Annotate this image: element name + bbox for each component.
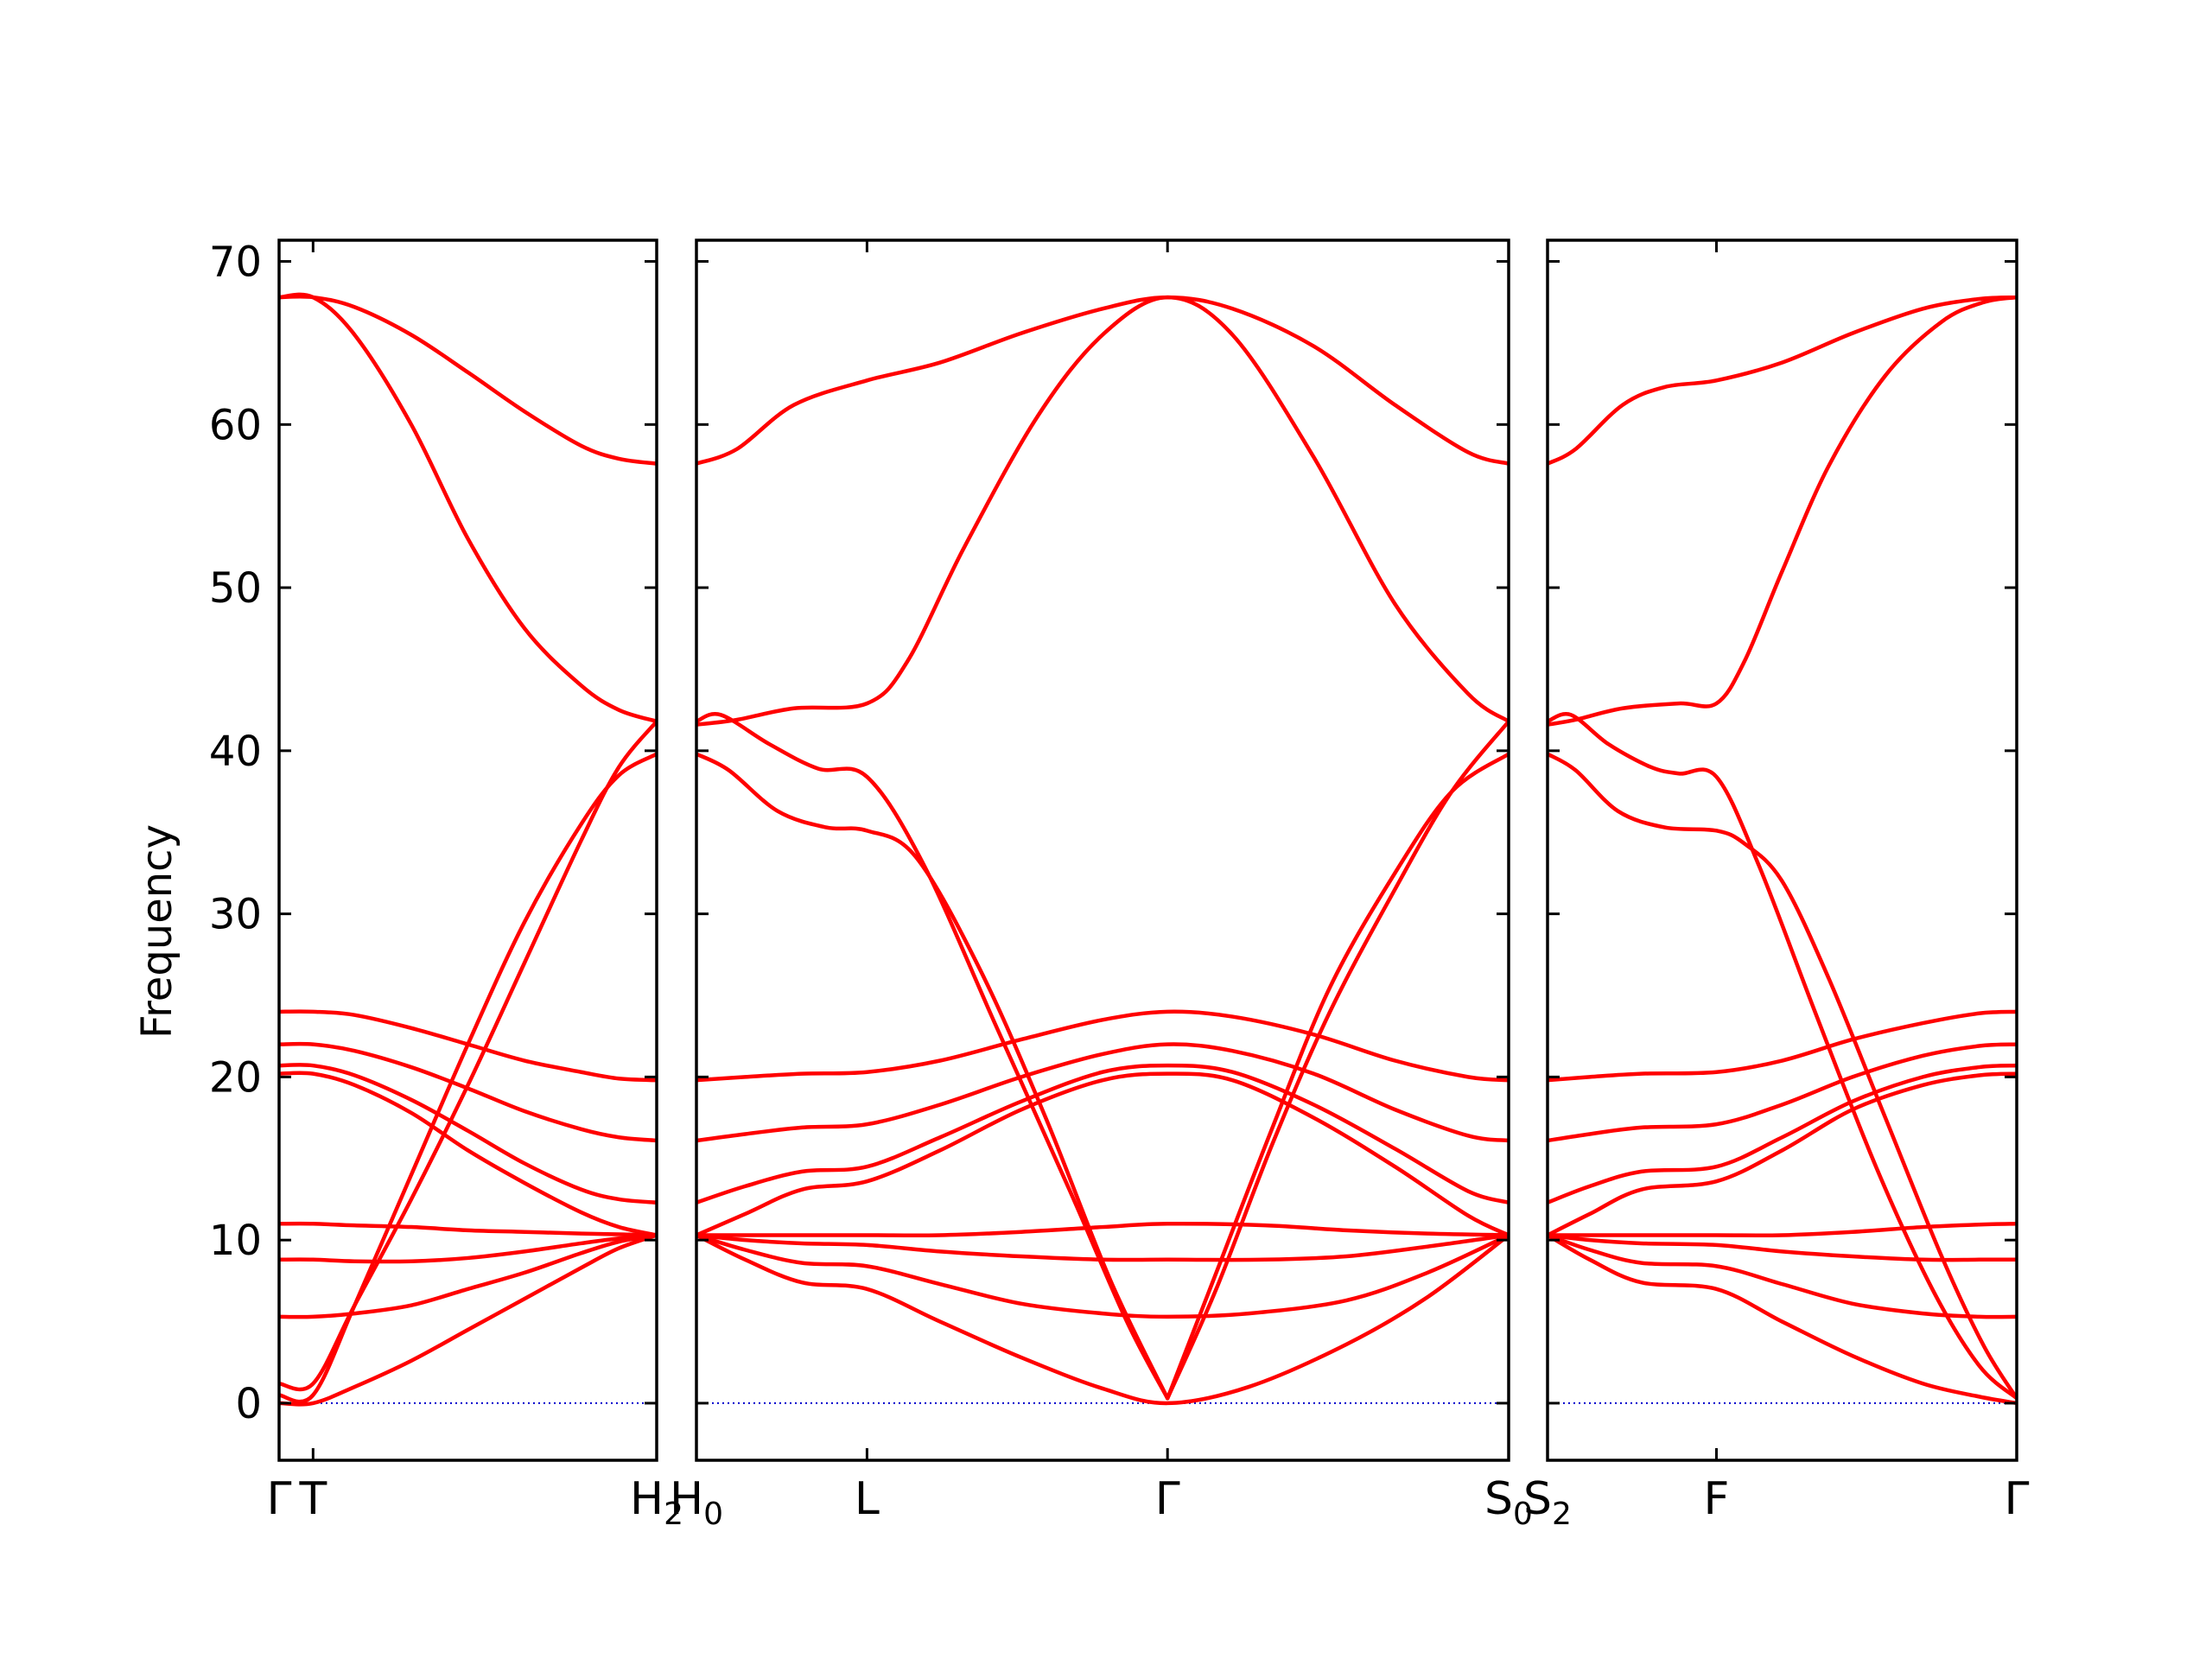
ytick-label: 0 <box>235 1380 262 1428</box>
ytick-label: 70 <box>209 238 262 287</box>
band-line-panel-3-10 <box>1548 1063 2017 1205</box>
band-line-panel-2-14 <box>696 1009 1509 1083</box>
ytick-label: 50 <box>209 564 262 613</box>
series-group-panel-3 <box>1548 295 2017 1406</box>
band-line-panel-1-4 <box>279 719 657 1392</box>
band-line-panel-1-6 <box>279 1233 657 1319</box>
y-axis: 0 10 20 30 40 50 60 70 <box>209 238 262 1428</box>
panel-3: S2 F Γ <box>1523 238 2030 1532</box>
band-line-panel-2-7 <box>696 1233 1509 1406</box>
band-line-panel-1-9 <box>279 1071 657 1237</box>
band-line-panel-1-8 <box>279 1221 657 1237</box>
qpoint-label-panel-1-2: T <box>298 1473 327 1525</box>
band-line-panel-3-7 <box>1548 1233 2017 1262</box>
band-line-panel-3-11 <box>1548 1042 2017 1143</box>
series-group-panel-1 <box>279 292 657 1407</box>
band-line-panel-2-1 <box>696 295 1509 466</box>
band-line-panel-2-13 <box>696 1042 1509 1143</box>
qpoint-label-panel-3-3: Γ <box>2005 1473 2030 1525</box>
qpoint-label-panel-2-2: L <box>855 1473 880 1525</box>
band-line-panel-3-9 <box>1548 1071 2017 1237</box>
ytick-label: 40 <box>209 728 262 776</box>
panel-frame-1 <box>277 238 658 1462</box>
band-line-panel-1-7 <box>279 1233 657 1264</box>
qpoint-label-panel-1-3: H2 <box>630 1473 683 1532</box>
band-line-panel-1-5 <box>279 1233 657 1407</box>
panel-2: H0 L Γ S0 <box>670 238 1533 1532</box>
panel-1: Γ T H2 <box>267 238 683 1532</box>
band-line-panel-3-1 <box>1548 295 2017 466</box>
band-line-panel-2-12 <box>696 1063 1509 1205</box>
band-line-panel-2-4 <box>696 752 1170 1401</box>
y-axis-title: Frequency <box>133 824 181 1039</box>
qpoint-label-panel-3-1: S2 <box>1523 1473 1572 1532</box>
band-line-panel-2-9 <box>696 1233 1509 1262</box>
qpoint-label-panel-1-1: Γ <box>267 1473 292 1525</box>
band-line-panel-3-12 <box>1548 1009 2017 1083</box>
band-line-panel-1-10 <box>279 1063 657 1205</box>
qpoint-label-panel-2-3: Γ <box>1155 1473 1180 1525</box>
band-line-panel-3-5 <box>1548 1233 2017 1406</box>
band-line-panel-1-12 <box>279 1009 657 1083</box>
panel-frame-3 <box>1546 238 2018 1462</box>
band-line-panel-3-3 <box>1548 712 2017 1401</box>
band-line-panel-2-11 <box>696 1071 1509 1237</box>
band-line-panel-3-4 <box>1548 752 2017 1401</box>
qpoint-label-panel-2-1: H0 <box>670 1473 723 1532</box>
band-line-panel-2-10 <box>696 1221 1509 1238</box>
ytick-label: 20 <box>209 1053 262 1102</box>
ytick-label: 10 <box>209 1217 262 1265</box>
band-line-panel-1-3 <box>279 752 657 1404</box>
ytick-label: 30 <box>209 891 262 939</box>
qpoint-label-panel-3-2: F <box>1704 1473 1730 1525</box>
band-line-panel-3-8 <box>1548 1222 2017 1238</box>
ytick-label: 60 <box>209 401 262 449</box>
band-line-panel-1-2 <box>279 292 657 724</box>
band-line-panel-2-6 <box>1165 752 1509 1401</box>
qpoint-label-panel-2-4: S0 <box>1484 1473 1533 1532</box>
band-line-panel-1-1 <box>279 294 657 466</box>
panel-frame-2 <box>695 238 1510 1462</box>
band-line-panel-1-11 <box>279 1041 657 1143</box>
band-line-panel-3-2 <box>1548 295 2017 727</box>
series-group-panel-2 <box>696 295 1509 1406</box>
band-line-panel-3-6 <box>1548 1233 2017 1319</box>
band-line-panel-2-2 <box>696 295 1509 727</box>
band-line-panel-2-8 <box>696 1233 1509 1319</box>
